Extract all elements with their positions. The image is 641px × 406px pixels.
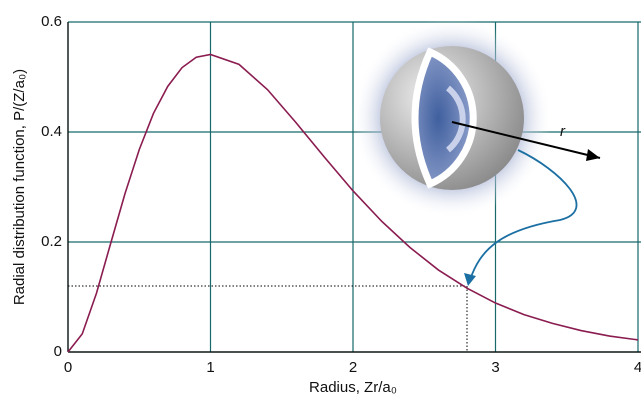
y-tick-label: 0.2 — [41, 233, 62, 250]
y-tick-label: 0.6 — [41, 13, 62, 30]
curve — [67, 53, 639, 353]
y-axis-label: Radial distribution function, P/(Z/a₀) — [11, 69, 28, 305]
x-tick-label: 3 — [491, 359, 499, 376]
pointer-arrow — [469, 149, 578, 281]
x-axis-label: Radius, Zr/a₀ — [309, 379, 397, 396]
y-tick-label: 0.4 — [41, 123, 62, 140]
shell — [446, 85, 466, 153]
radius-arrow — [451, 121, 601, 159]
x-tick-label: 0 — [64, 359, 72, 376]
arrowhead — [586, 149, 600, 161]
radius-label: r — [560, 123, 566, 140]
x-tick-label: 1 — [206, 359, 214, 376]
plot-area: 0 0.2 0.4 0.6 0 1 2 3 4 — [41, 13, 641, 376]
atom-illustration: r — [352, 18, 601, 286]
cutaway — [411, 47, 477, 189]
x-tick-label: 2 — [349, 359, 357, 376]
y-tick-label: 0 — [54, 343, 62, 360]
x-tick-label: 4 — [634, 359, 641, 376]
arrowhead — [464, 273, 476, 286]
